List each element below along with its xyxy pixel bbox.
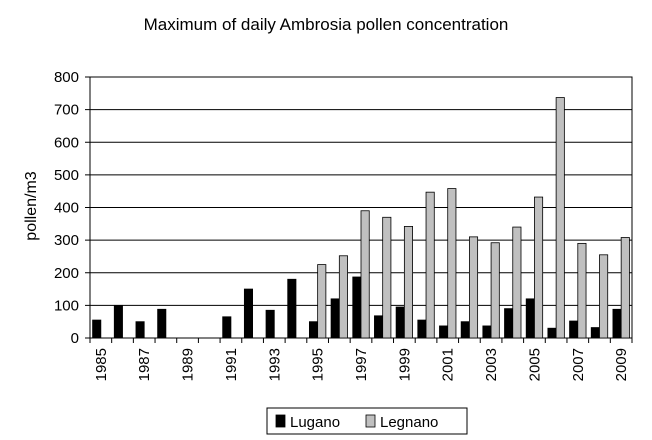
bars — [92, 97, 630, 339]
bar-legnano-2006 — [555, 97, 565, 339]
y-tick-label: 400 — [54, 200, 79, 217]
y-tick-label: 200 — [54, 265, 79, 282]
bar-legnano-2003 — [490, 242, 500, 339]
legend-label-legnano: Legnano — [380, 414, 438, 431]
bar-lugano-2001 — [439, 325, 449, 339]
bar-legnano-2009 — [620, 237, 630, 339]
bar-lugano-1994 — [287, 278, 297, 339]
bar-legnano-2001 — [447, 188, 457, 339]
x-tick-label: 1991 — [223, 348, 240, 381]
x-tick-label: 1995 — [310, 348, 327, 381]
bar-lugano-1988 — [157, 308, 167, 339]
bar-legnano-1999 — [403, 226, 413, 339]
bar-lugano-1991 — [222, 316, 232, 339]
bar-lugano-2002 — [460, 321, 470, 339]
bar-lugano-1993 — [265, 309, 275, 339]
chart-title: Maximum of daily Ambrosia pollen concent… — [144, 15, 509, 34]
bar-lugano-2008 — [590, 327, 600, 339]
y-tick-label: 300 — [54, 232, 79, 249]
bar-lugano-1996 — [330, 298, 340, 339]
y-axis-ticks: 0 100 200 300 400 500 600 700 800 — [54, 69, 90, 347]
x-tick-label: 1993 — [266, 348, 283, 381]
bar-legnano-2000 — [425, 191, 435, 339]
y-tick-label: 600 — [54, 134, 79, 151]
x-axis-ticks: 1985 1987 1989 1991 1993 1995 1997 1999 2001 2003… — [89, 338, 633, 381]
x-tick-label: 1997 — [353, 348, 370, 381]
bar-lugano-1999 — [395, 306, 405, 339]
bar-lugano-2006 — [547, 327, 557, 339]
bar-legnano-2005 — [534, 196, 544, 339]
y-tick-label: 500 — [54, 167, 79, 184]
bar-lugano-1992 — [243, 288, 254, 339]
legend: Lugano Legnano — [266, 407, 468, 435]
x-tick-label: 2009 — [613, 348, 630, 381]
bar-legnano-2004 — [512, 226, 522, 339]
bar-lugano-2007 — [569, 320, 579, 339]
x-tick-label: 1987 — [136, 348, 153, 381]
bar-lugano-2005 — [525, 298, 535, 339]
legend-swatch-lugano — [275, 414, 286, 428]
bar-legnano-1996 — [338, 255, 348, 339]
bar-lugano-2009 — [612, 308, 622, 339]
bar-legnano-1997 — [360, 210, 370, 339]
bar-lugano-1985 — [92, 319, 102, 339]
legend-box — [266, 407, 468, 435]
bar-lugano-2004 — [504, 308, 514, 339]
bar-lugano-1987 — [135, 321, 145, 339]
bar-lugano-1986 — [113, 304, 123, 339]
legend-swatch-legnano — [365, 414, 376, 428]
y-tick-label: 800 — [54, 69, 79, 86]
x-tick-label: 2003 — [483, 348, 500, 381]
x-tick-label: 2005 — [526, 348, 543, 381]
bar-legnano-2002 — [468, 236, 479, 339]
y-tick-label: 0 — [71, 330, 79, 347]
y-tick-label: 700 — [54, 102, 79, 119]
x-tick-label: 1989 — [180, 348, 197, 381]
bar-lugano-1997 — [352, 276, 362, 339]
y-axis-title: pollen/m3 — [23, 171, 40, 240]
bar-lugano-2000 — [417, 319, 427, 339]
bar-legnano-2008 — [599, 254, 609, 339]
x-tick-label: 2001 — [440, 348, 457, 381]
x-tick-label: 1985 — [93, 348, 110, 381]
legend-label-lugano: Lugano — [290, 414, 340, 431]
bar-lugano-1995 — [308, 321, 319, 339]
bar-legnano-1998 — [382, 216, 392, 339]
bar-lugano-1998 — [374, 315, 384, 339]
x-tick-label: 1999 — [396, 348, 413, 381]
bar-legnano-1995 — [317, 264, 327, 339]
bar-lugano-2003 — [482, 325, 492, 339]
bar-legnano-2007 — [577, 242, 587, 339]
x-tick-label: 2007 — [570, 348, 587, 381]
y-tick-label: 100 — [54, 297, 79, 314]
